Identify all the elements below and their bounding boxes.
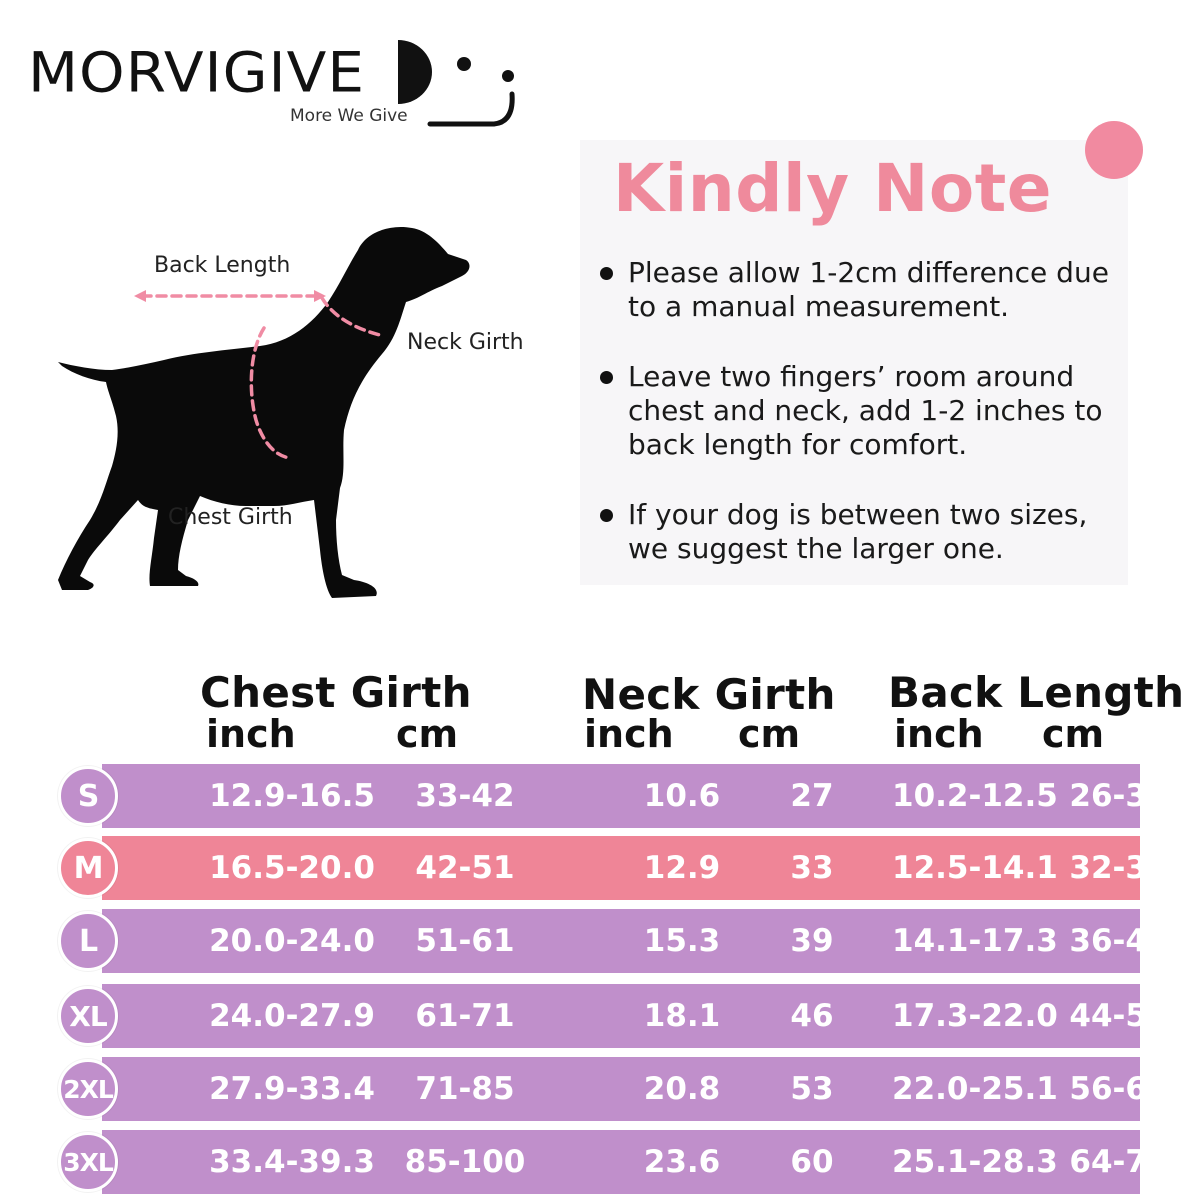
size-badge: L xyxy=(58,911,118,971)
cell-back-cm: 36-44 xyxy=(1069,923,1169,959)
cell-neck-cm: 46 xyxy=(790,998,834,1034)
cell-chest-inch: 33.4-39.3 xyxy=(209,1144,375,1180)
row-band: 24.0-27.9 61-71 18.1 46 17.3-22.0 44-56 xyxy=(102,984,1169,1048)
cell-chest-cm: 33-42 xyxy=(415,778,515,814)
table-row: 12.9-16.5 33-42 10.6 27 10.2-12.5 26-32 S xyxy=(58,764,1169,828)
table-row: 20.0-24.0 51-61 15.3 39 14.1-17.3 36-44 L xyxy=(58,909,1169,973)
cell-back-cm: 64-72 xyxy=(1069,1144,1169,1180)
table-row: 24.0-27.9 61-71 18.1 46 17.3-22.0 44-56 XL xyxy=(58,984,1169,1048)
brand-logo: MORVIGIVE More We Give xyxy=(28,30,528,130)
row-band: 33.4-39.3 85-100 23.6 60 25.1-28.3 64-72 xyxy=(102,1130,1169,1194)
cell-back-cm: 26-32 xyxy=(1069,778,1169,814)
back-length-arrow-left xyxy=(134,290,146,302)
note-item: Please allow 1-2cm difference due to a m… xyxy=(596,256,1136,324)
size-badge: XL xyxy=(58,986,118,1046)
size-badge: 2XL xyxy=(58,1059,118,1119)
neck-girth-measure-line xyxy=(320,296,386,338)
back-length-label: Back Length xyxy=(154,253,291,278)
neck-inch-header: inch xyxy=(584,712,674,756)
row-band: 16.5-20.0 42-51 12.9 33 12.5-14.1 32-36 xyxy=(102,836,1169,900)
back-length-header: Back Length xyxy=(888,668,1185,717)
cell-back-inch: 14.1-17.3 xyxy=(892,923,1058,959)
cell-chest-cm: 51-61 xyxy=(415,923,515,959)
row-band: 27.9-33.4 71-85 20.8 53 22.0-25.1 56-64 xyxy=(102,1057,1169,1121)
cell-back-inch: 25.1-28.3 xyxy=(892,1144,1058,1180)
cell-back-inch: 22.0-25.1 xyxy=(892,1071,1058,1107)
neck-girth-header: Neck Girth xyxy=(582,670,836,719)
cell-neck-inch: 23.6 xyxy=(643,1144,721,1180)
cell-neck-inch: 18.1 xyxy=(643,998,721,1034)
back-length-arrow-right xyxy=(314,290,326,302)
cell-chest-inch: 20.0-24.0 xyxy=(209,923,375,959)
cell-chest-inch: 12.9-16.5 xyxy=(209,778,375,814)
neck-cm-header: cm xyxy=(738,712,801,756)
row-band: 20.0-24.0 51-61 15.3 39 14.1-17.3 36-44 xyxy=(102,909,1169,973)
size-badge: 3XL xyxy=(58,1132,118,1192)
dog-measurement-diagram xyxy=(58,226,470,598)
back-inch-header: inch xyxy=(894,712,984,756)
cell-back-inch: 17.3-22.0 xyxy=(892,998,1058,1034)
cell-chest-inch: 16.5-20.0 xyxy=(209,850,375,886)
neck-girth-label: Neck Girth xyxy=(407,330,524,355)
cell-back-inch: 12.5-14.1 xyxy=(892,850,1058,886)
chest-inch-header: inch xyxy=(206,712,296,756)
size-badge: M xyxy=(58,838,118,898)
brand-name: MORVIGIVE xyxy=(28,40,365,105)
cell-neck-inch: 10.6 xyxy=(643,778,721,814)
chest-girth-label: Chest Girth xyxy=(168,505,293,530)
kindly-note-card xyxy=(580,140,1128,585)
note-item: Leave two fingers’ room around chest and… xyxy=(596,360,1136,462)
cell-back-cm: 56-64 xyxy=(1069,1071,1169,1107)
pink-dot-decoration xyxy=(1085,121,1143,179)
cell-neck-inch: 12.9 xyxy=(643,850,721,886)
chest-cm-header: cm xyxy=(396,712,459,756)
cell-chest-cm: 61-71 xyxy=(415,998,515,1034)
chest-girth-header: Chest Girth xyxy=(200,668,472,717)
table-row: 27.9-33.4 71-85 20.8 53 22.0-25.1 56-64 2XL xyxy=(58,1057,1169,1121)
cell-neck-inch: 15.3 xyxy=(643,923,721,959)
back-cm-header: cm xyxy=(1042,712,1105,756)
cell-chest-cm: 42-51 xyxy=(415,850,515,886)
cell-neck-inch: 20.8 xyxy=(643,1071,721,1107)
cell-back-cm: 32-36 xyxy=(1069,850,1169,886)
dog-silhouette xyxy=(58,226,470,598)
cell-back-inch: 10.2-12.5 xyxy=(892,778,1058,814)
cell-chest-inch: 24.0-27.9 xyxy=(209,998,375,1034)
cell-neck-cm: 60 xyxy=(790,1144,834,1180)
smiley-logo-icon xyxy=(398,40,515,127)
table-row: 16.5-20.0 42-51 12.9 33 12.5-14.1 32-36 M xyxy=(58,836,1169,900)
kindly-note-title: Kindly Note xyxy=(613,150,1053,227)
cell-neck-cm: 39 xyxy=(790,923,834,959)
row-band: 12.9-16.5 33-42 10.6 27 10.2-12.5 26-32 xyxy=(102,764,1169,828)
note-item: If your dog is between two sizes, we sug… xyxy=(596,498,1136,566)
cell-neck-cm: 53 xyxy=(790,1071,834,1107)
cell-back-cm: 44-56 xyxy=(1069,998,1169,1034)
cell-chest-cm: 71-85 xyxy=(415,1071,515,1107)
size-badge: S xyxy=(58,766,118,826)
brand-tagline: More We Give xyxy=(290,106,408,126)
chest-girth-measure-line xyxy=(249,326,292,460)
cell-neck-cm: 27 xyxy=(790,778,834,814)
kindly-note-list: Please allow 1-2cm difference due to a m… xyxy=(596,256,1136,602)
cell-chest-cm: 85-100 xyxy=(404,1144,526,1180)
cell-chest-inch: 27.9-33.4 xyxy=(209,1071,375,1107)
cell-neck-cm: 33 xyxy=(790,850,834,886)
table-row: 33.4-39.3 85-100 23.6 60 25.1-28.3 64-72 3XL xyxy=(58,1130,1169,1194)
